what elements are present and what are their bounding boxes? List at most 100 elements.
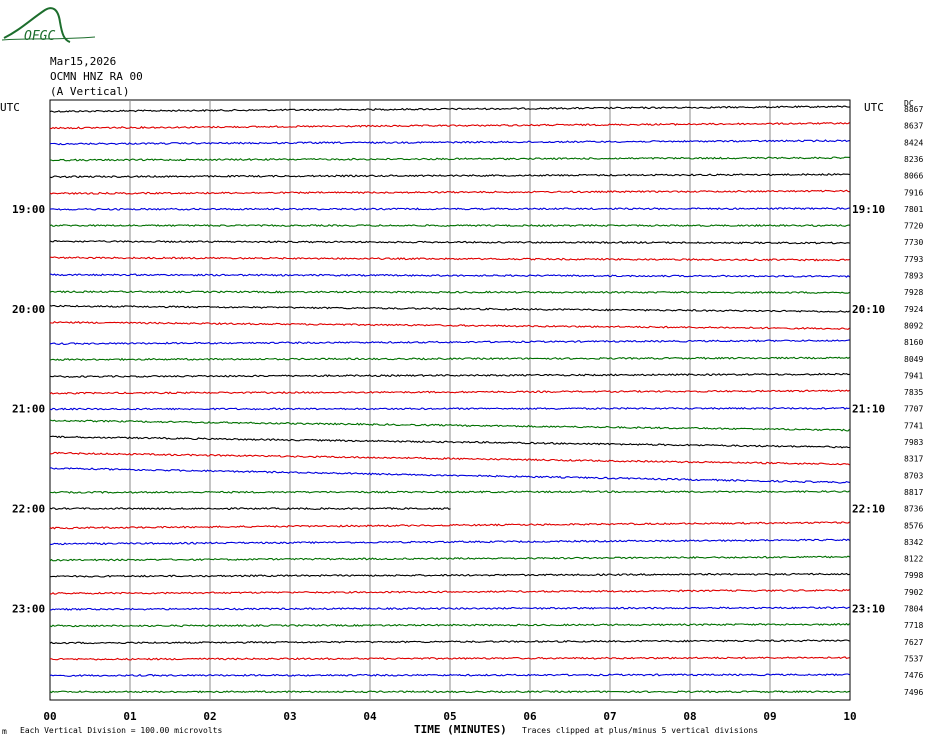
dc-offset-label: 8092	[904, 321, 923, 330]
dc-offset-label: 8049	[904, 355, 923, 364]
x-tick-label: 05	[443, 710, 456, 723]
trace-line	[49, 224, 850, 228]
trace-line	[49, 588, 850, 595]
dc-offset-label: 8122	[904, 555, 923, 564]
trace-line	[49, 273, 850, 278]
trace-line	[49, 290, 850, 294]
trace-line	[49, 256, 850, 262]
dc-offset-label: 7801	[904, 205, 923, 214]
trace-line	[49, 389, 850, 395]
dc-offset-label: 8160	[904, 338, 923, 347]
dc-offset-label: 7893	[904, 272, 923, 281]
dc-offset-label: 7793	[904, 255, 923, 264]
dc-offset-label: 7835	[904, 388, 923, 397]
left-time-label: 22:00	[12, 503, 45, 516]
x-tick-label: 06	[523, 710, 537, 723]
dc-offset-label: 7718	[904, 621, 923, 630]
trace-line	[49, 207, 850, 211]
x-tick-label: 01	[123, 710, 137, 723]
trace-line	[49, 467, 850, 484]
dc-offset-label: 8424	[904, 138, 923, 147]
right-time-label: 20:10	[852, 303, 885, 316]
dc-offset-label: 8817	[904, 488, 923, 497]
footer-clip-note: Traces clipped at plus/minus 5 vertical …	[522, 726, 758, 735]
x-tick-label: 03	[283, 710, 296, 723]
trace-line	[50, 538, 850, 546]
left-axis-title: UTC	[0, 101, 20, 114]
header-station: OCMN HNZ RA 00	[50, 70, 143, 83]
trace-line	[49, 321, 850, 331]
ofgc-logo: OFGC	[1, 7, 96, 44]
dc-offset-labels: 8867 8637 8424 8236 8066 7916 7801 7720 7730 7793…	[904, 105, 923, 697]
x-tick-label: 02	[203, 710, 216, 723]
trace-line	[49, 490, 850, 494]
trace-line	[49, 435, 850, 449]
dc-offset-label: 8703	[904, 471, 923, 480]
dc-offset-label: 7902	[904, 588, 923, 597]
corner-mark: m	[2, 727, 7, 736]
dc-offset-label: 7730	[904, 238, 923, 247]
dc-offset-label: 8736	[904, 505, 923, 514]
trace-line	[49, 622, 850, 628]
trace-line	[49, 356, 850, 361]
trace-line	[49, 673, 850, 677]
dc-offset-label: 8066	[904, 172, 923, 181]
dc-offset-label: 7741	[904, 421, 923, 430]
dc-offset-label: 7707	[904, 405, 923, 414]
dc-title: DC	[904, 99, 914, 108]
dc-offset-label: 7804	[904, 605, 923, 614]
trace-line	[49, 606, 850, 611]
left-time-label: 23:00	[12, 603, 45, 616]
left-time-labels: 19:00 20:00 21:00 22:00 23:00	[12, 203, 45, 616]
trace-line	[50, 656, 850, 661]
x-tick-label: 09	[763, 710, 776, 723]
left-time-label: 21:00	[12, 403, 45, 416]
right-time-labels: 19:10 20:10 21:10 22:10 23:10	[852, 203, 885, 616]
logo-text: OFGC	[24, 29, 55, 44]
logo-underline-icon	[1, 36, 96, 41]
trace-line	[49, 121, 850, 130]
footer-scale-note: Each Vertical Division = 100.00 microvol…	[20, 726, 222, 735]
header-component: (A Vertical)	[50, 85, 129, 98]
logo-swoosh-icon	[3, 7, 71, 43]
x-tick-label: 07	[603, 710, 616, 723]
trace-line	[49, 189, 850, 195]
dc-offset-label: 7720	[904, 222, 923, 231]
dc-offset-label: 7476	[904, 671, 923, 680]
x-tick-label: 04	[363, 710, 377, 723]
trace-line	[49, 555, 850, 562]
left-time-label: 20:00	[12, 303, 45, 316]
right-time-label: 23:10	[852, 603, 885, 616]
dc-offset-label: 7496	[904, 688, 923, 697]
trace-line	[49, 690, 850, 694]
x-tick-labels: 00 01 02 03 04 05 06 07 08 09 10	[43, 710, 856, 723]
dc-offset-label: 7998	[904, 571, 923, 580]
trace-line	[49, 507, 451, 511]
trace-line	[49, 521, 850, 530]
dc-offset-label: 7916	[904, 188, 923, 197]
dc-offset-label: 8342	[904, 538, 923, 547]
trace-line	[49, 139, 850, 146]
left-time-label: 19:00	[12, 203, 45, 216]
dc-offset-label: 8867	[904, 105, 923, 114]
trace-group	[49, 105, 850, 694]
x-axis-label: TIME (MINUTES)	[414, 723, 507, 736]
minute-grid	[129, 100, 771, 700]
trace-line	[49, 639, 850, 645]
dc-offset-label: 7924	[904, 305, 923, 314]
trace-line	[49, 105, 850, 113]
right-axis-title: UTC	[864, 101, 884, 114]
dc-offset-label: 7941	[904, 371, 923, 380]
x-tick-label: 00	[43, 710, 56, 723]
trace-line	[49, 304, 850, 313]
trace-line	[49, 339, 850, 345]
dc-offset-label: 7537	[904, 654, 923, 663]
x-tick-label: 08	[683, 710, 696, 723]
trace-line	[49, 419, 850, 432]
right-time-label: 21:10	[852, 403, 885, 416]
dc-offset-label: 8576	[904, 521, 923, 530]
trace-line	[49, 406, 850, 411]
x-tick-label: 10	[843, 710, 856, 723]
dc-offset-label: 8637	[904, 122, 923, 131]
trace-line	[49, 173, 850, 179]
